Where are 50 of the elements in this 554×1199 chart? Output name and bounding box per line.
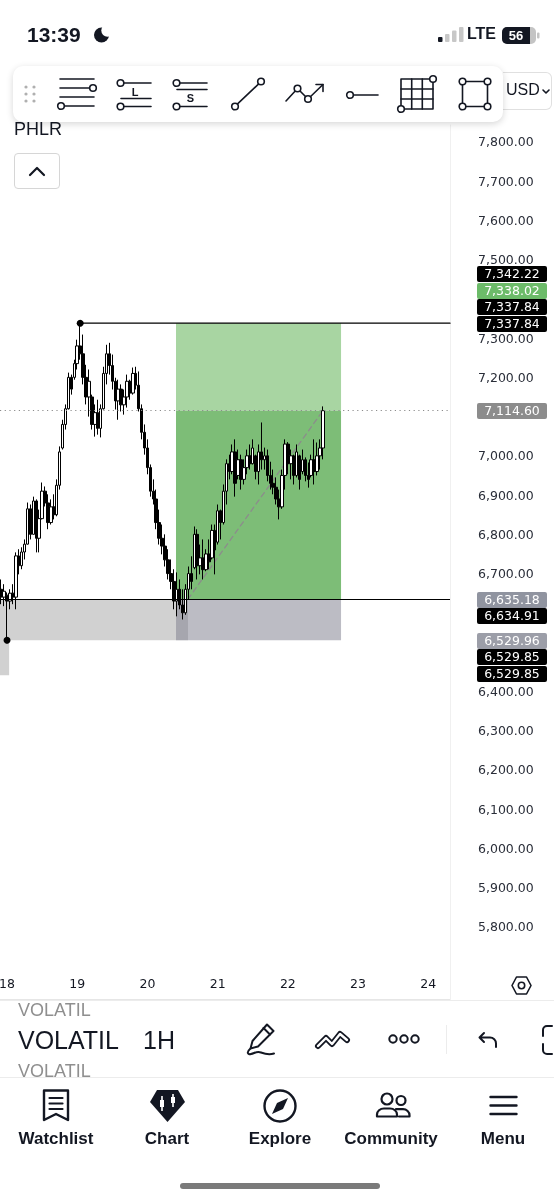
y-tick-label: 7,200.00 [478, 369, 534, 385]
y-tick-label: 6,300.00 [478, 723, 534, 739]
y-tick-label: 6,700.00 [478, 566, 534, 582]
x-tick-label: 20 [139, 976, 156, 991]
x-tick-label: 19 [69, 976, 86, 991]
y-tick-label: 5,900.00 [478, 880, 534, 896]
text: 13:39 [27, 23, 81, 46]
text: 6,634.91 [484, 608, 540, 623]
text: VOLATIL [18, 1026, 119, 1054]
y-tick-label: 7,600.00 [478, 212, 534, 228]
y-tick-label: 7,500.00 [478, 252, 534, 268]
text: 7,338.02 [484, 282, 540, 298]
y-tick-label: 6,000.00 [478, 840, 534, 856]
y-tick-label: 5,800.00 [478, 919, 534, 935]
text: VOLATIL [18, 1061, 91, 1081]
text: S [186, 92, 195, 104]
y-tick-label: 7,800.00 [478, 134, 534, 150]
chart-title: PHLR [14, 119, 63, 139]
text: LTE [467, 25, 497, 42]
y-tick-label: 7,300.00 [478, 330, 534, 346]
y-tick-label: 7,700.00 [478, 173, 534, 189]
y-tick-label: 6,900.00 [478, 487, 534, 503]
text: L [131, 86, 139, 98]
text: 7,114.60 [484, 403, 540, 419]
text: 6,635.18 [484, 591, 540, 607]
text: 6,529.85 [484, 665, 540, 681]
text: 7,337.84 [484, 315, 540, 331]
x-tick-label: 21 [209, 976, 226, 991]
y-tick-label: 6,100.00 [478, 801, 534, 817]
text: Chart [144, 1129, 190, 1148]
text: 6,529.85 [484, 649, 540, 665]
text: 6,529.96 [484, 633, 540, 648]
text: 7,342.22 [484, 266, 540, 282]
y-tick-label: 7,000.00 [478, 448, 534, 464]
x-tick-label: 18 [0, 976, 16, 991]
text: 1H [143, 1026, 175, 1054]
text: Watchlist [18, 1129, 94, 1148]
y-tick-label: 6,400.00 [478, 683, 534, 699]
x-tick-label: 23 [350, 976, 366, 991]
text: 7,337.84 [484, 299, 540, 315]
text: 56 [508, 27, 524, 43]
text: Community [344, 1129, 438, 1148]
x-tick-label: 22 [279, 976, 296, 991]
y-tick-label: 6,800.00 [478, 526, 534, 542]
x-tick-label: 24 [420, 976, 437, 991]
y-tick-label: 6,200.00 [478, 762, 534, 778]
text: Menu [480, 1129, 526, 1148]
text: Explore [248, 1129, 312, 1148]
text: VOLATIL [18, 1000, 91, 1020]
text: USD [506, 81, 540, 98]
